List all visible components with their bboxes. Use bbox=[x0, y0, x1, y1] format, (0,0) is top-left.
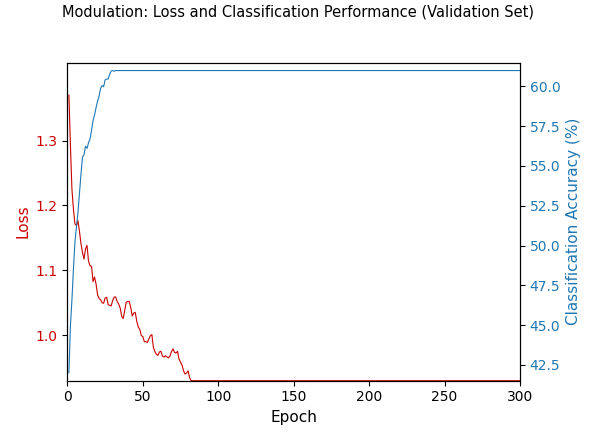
Text: Modulation: Loss and Classification Performance (Validation Set): Modulation: Loss and Classification Perf… bbox=[62, 4, 534, 19]
Y-axis label: Loss: Loss bbox=[15, 205, 30, 238]
X-axis label: Epoch: Epoch bbox=[270, 410, 317, 425]
Y-axis label: Classification Accuracy (%): Classification Accuracy (%) bbox=[566, 118, 581, 325]
